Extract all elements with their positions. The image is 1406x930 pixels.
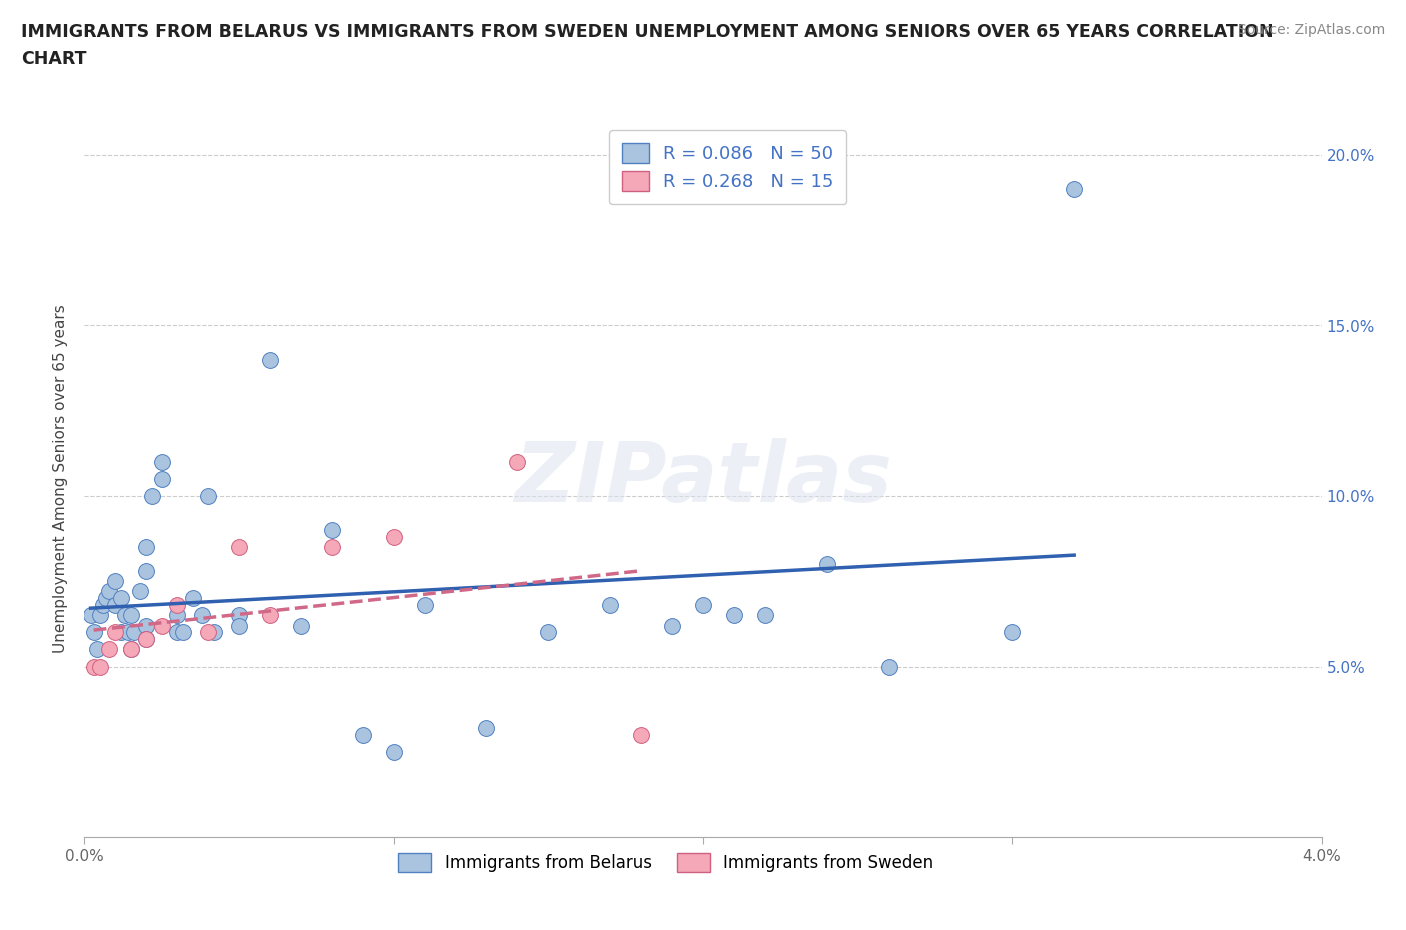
Point	[1063, 181, 1085, 196]
Point	[104, 574, 127, 589]
Point	[122, 625, 145, 640]
Point	[104, 598, 127, 613]
Point	[321, 539, 343, 554]
Point	[83, 625, 105, 640]
Point	[321, 523, 343, 538]
Point	[135, 631, 157, 646]
Point	[228, 618, 250, 633]
Point	[104, 625, 127, 640]
Point	[228, 608, 250, 623]
Point	[135, 564, 157, 578]
Point	[259, 608, 281, 623]
Point	[382, 529, 405, 544]
Point	[135, 631, 157, 646]
Point	[202, 625, 225, 640]
Point	[89, 608, 111, 623]
Point	[150, 472, 173, 486]
Point	[86, 642, 108, 657]
Point	[94, 591, 117, 605]
Point	[692, 598, 714, 613]
Point	[120, 608, 142, 623]
Point	[815, 557, 838, 572]
Point	[89, 659, 111, 674]
Point	[537, 625, 560, 640]
Point	[506, 455, 529, 470]
Point	[197, 625, 219, 640]
Point	[129, 584, 152, 599]
Point	[98, 584, 121, 599]
Point	[150, 618, 173, 633]
Point	[877, 659, 900, 674]
Point	[135, 618, 157, 633]
Point	[1001, 625, 1024, 640]
Point	[83, 659, 105, 674]
Point	[117, 625, 139, 640]
Point	[166, 608, 188, 623]
Point	[191, 608, 214, 623]
Point	[98, 642, 121, 657]
Point	[352, 727, 374, 742]
Y-axis label: Unemployment Among Seniors over 65 years: Unemployment Among Seniors over 65 years	[53, 305, 69, 653]
Point	[114, 608, 136, 623]
Point	[630, 727, 652, 742]
Point	[120, 642, 142, 657]
Text: Source: ZipAtlas.com: Source: ZipAtlas.com	[1237, 23, 1385, 37]
Point	[150, 455, 173, 470]
Point	[228, 539, 250, 554]
Point	[110, 625, 132, 640]
Point	[166, 598, 188, 613]
Point	[120, 642, 142, 657]
Point	[135, 539, 157, 554]
Point	[172, 625, 194, 640]
Point	[197, 488, 219, 503]
Point	[413, 598, 436, 613]
Point	[110, 591, 132, 605]
Point	[475, 721, 498, 736]
Point	[91, 598, 114, 613]
Text: ZIPatlas: ZIPatlas	[515, 438, 891, 520]
Legend: Immigrants from Belarus, Immigrants from Sweden: Immigrants from Belarus, Immigrants from…	[391, 846, 941, 879]
Point	[723, 608, 745, 623]
Point	[141, 488, 163, 503]
Point	[79, 608, 101, 623]
Point	[754, 608, 776, 623]
Text: IMMIGRANTS FROM BELARUS VS IMMIGRANTS FROM SWEDEN UNEMPLOYMENT AMONG SENIORS OVE: IMMIGRANTS FROM BELARUS VS IMMIGRANTS FR…	[21, 23, 1274, 68]
Point	[259, 352, 281, 367]
Point	[290, 618, 312, 633]
Point	[599, 598, 621, 613]
Point	[181, 591, 204, 605]
Point	[661, 618, 683, 633]
Point	[382, 744, 405, 759]
Point	[166, 625, 188, 640]
